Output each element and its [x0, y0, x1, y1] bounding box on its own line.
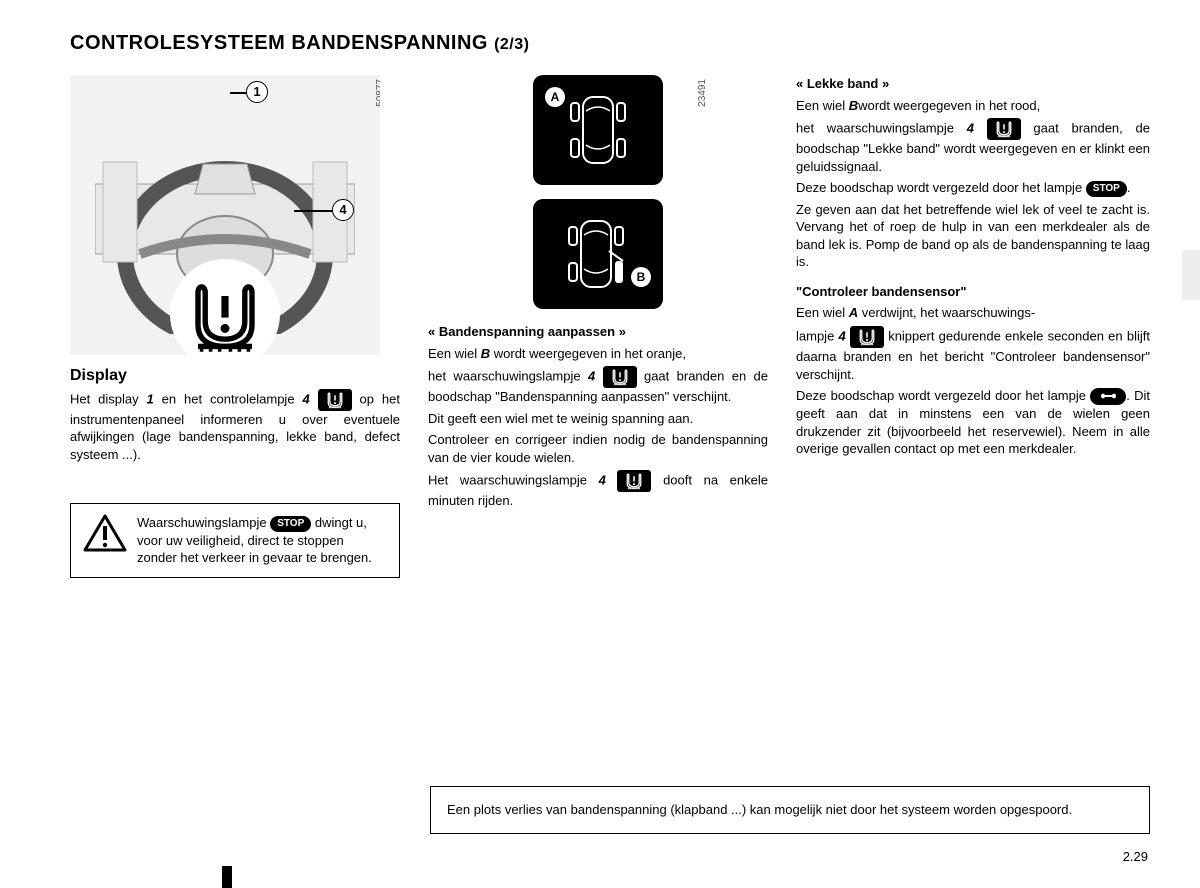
title-main: CONTROLESYSTEEM BANDENSPANNING — [70, 32, 488, 54]
note-text: Een plots verlies van bandenspanning (kl… — [447, 802, 1072, 817]
warning-box: Waarschuwingslampje STOP dwingt u, voor … — [70, 503, 400, 578]
col3-p7: Deze boodschap wordt vergezeld door het … — [796, 387, 1150, 458]
col3-p3: Deze boodschap wordt vergezeld door het … — [796, 179, 1150, 197]
stop-badge-icon: STOP — [270, 516, 311, 532]
col3-p2: het waarschuwingslampje 4 gaat branden, … — [796, 118, 1150, 175]
col3-p6: lampje 4 knippert gedurende enkele secon… — [796, 326, 1150, 383]
wrench-badge-icon — [1090, 388, 1126, 405]
diagram-b: B — [533, 199, 663, 309]
tpms-large-icon — [170, 259, 280, 355]
col1-text: Het display 1 en het controlelampje 4 op… — [70, 389, 400, 464]
warning-text: Waarschuwingslampje STOP dwingt u, voor … — [137, 514, 387, 567]
col2-p3: Dit geeft een wiel met te weinig spannin… — [428, 410, 768, 428]
figure-number-1: 50877 — [374, 79, 380, 107]
car-top-flat-icon — [553, 211, 643, 297]
col3-h1: « Lekke band » — [796, 75, 1150, 93]
diagram-a: A — [533, 75, 663, 185]
callout-4-line — [294, 210, 332, 212]
col3-p1: Een wiel Bwordt weergegeven in het rood, — [796, 97, 1150, 115]
stop-badge-icon: STOP — [1086, 181, 1127, 197]
tpms-icon — [617, 470, 651, 492]
column-1: 50877 1 4 — [70, 75, 400, 578]
col2-p4: Controleer en corrigeer indien nodig de … — [428, 431, 768, 466]
title-sub: (2/3) — [494, 36, 529, 53]
col3-h2: "Controleer bandensensor" — [796, 283, 1150, 301]
col2-p2: het waarschuwingslampje 4 gaat branden e… — [428, 366, 768, 406]
col2-p1: Een wiel B wordt weergegeven in het oran… — [428, 345, 768, 363]
page-number: 2.29 — [1123, 848, 1148, 866]
warning-triangle-icon — [83, 514, 127, 554]
tpms-icon — [987, 118, 1021, 140]
dashboard-figure: 50877 1 4 — [70, 75, 380, 355]
callout-1-line — [230, 92, 246, 94]
col2-p5: Het waarschuwingslampje 4 dooft na enkel… — [428, 470, 768, 510]
crop-mark — [222, 866, 232, 888]
callout-4: 4 — [332, 199, 354, 221]
car-top-icon — [553, 87, 643, 173]
mid-figures: 23491 A B — [508, 75, 688, 309]
column-3: « Lekke band » Een wiel Bwordt weergegev… — [796, 75, 1150, 578]
tpms-icon — [603, 366, 637, 388]
column-2: 23491 A B — [428, 75, 768, 578]
page-title: CONTROLESYSTEEM BANDENSPANNING (2/3) — [70, 30, 1150, 57]
col3-p5: Een wiel A verdwijnt, het waarschuwings- — [796, 304, 1150, 322]
display-heading: Display — [70, 365, 400, 387]
callout-1: 1 — [246, 81, 268, 103]
col2-heading: « Bandenspanning aanpassen » — [428, 323, 768, 341]
tpms-icon — [318, 389, 352, 411]
tpms-icon — [850, 326, 884, 348]
col3-p4: Ze geven aan dat het betreffende wiel le… — [796, 201, 1150, 271]
note-box: Een plots verlies van bandenspanning (kl… — [430, 786, 1150, 834]
side-tab — [1182, 250, 1200, 300]
figure-number-2: 23491 — [696, 79, 710, 107]
